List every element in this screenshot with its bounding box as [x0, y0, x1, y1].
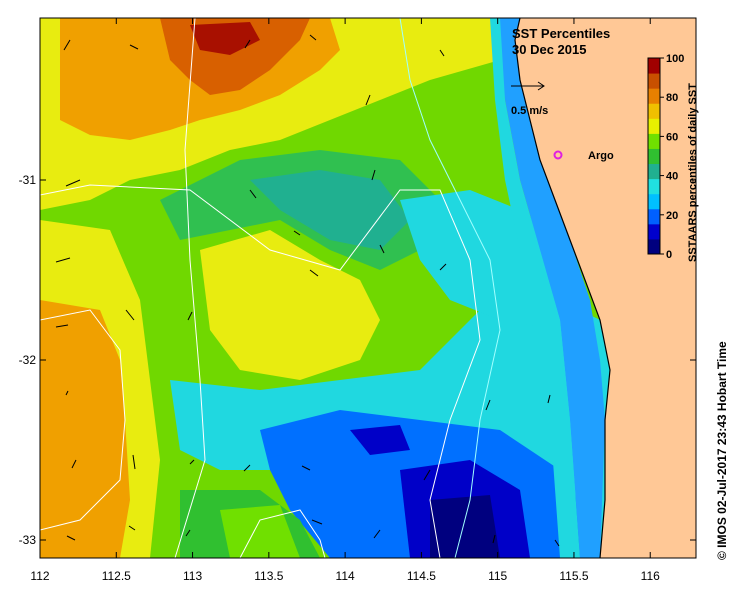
bathymetry-contour: [174, 18, 206, 558]
colorbar-segment: [648, 58, 660, 74]
map-title: SST Percentiles: [512, 26, 610, 41]
x-tick-label: 114: [336, 569, 355, 583]
x-tick-label: 113: [183, 569, 202, 583]
x-tick-label: 114.5: [407, 569, 436, 583]
colorbar-tick-label: 20: [666, 210, 678, 222]
argo-float-marker: [553, 150, 563, 160]
colorbar-tick-label: 0: [666, 249, 672, 261]
colorbar-tick-label: 100: [666, 53, 684, 65]
bathymetry-contour: [399, 18, 501, 558]
x-axis: 112 112.5 113 113.5 114 114.5 115 115.5 116: [30, 18, 660, 583]
colorbar-segment: [648, 118, 660, 134]
colorbar-segment: [648, 133, 660, 149]
colorbar-segment: [648, 238, 660, 255]
current-vectors: [55, 34, 560, 547]
colorbar-segment: [648, 88, 660, 104]
colorbar: [647, 57, 661, 255]
bathymetry-contour: [239, 509, 326, 558]
credit-text: © IMOS 02-Jul-2017 23:43 Hobart Time: [715, 341, 729, 560]
colorbar-segment: [648, 148, 660, 165]
x-tick-label: 112: [30, 569, 49, 583]
y-axis: -31 -32 -33: [19, 173, 696, 547]
colorbar-segment: [648, 193, 660, 210]
y-tick-label: -33: [19, 533, 37, 547]
map-date: 30 Dec 2015: [512, 42, 586, 57]
colorbar-segment: [648, 73, 660, 89]
x-tick-label: 116: [641, 569, 660, 583]
colorbar-segment: [648, 103, 660, 119]
colorbar-segment: [648, 223, 660, 240]
sst-field: [40, 18, 696, 558]
bathymetry-contour: [40, 184, 481, 558]
colorbar-tick-label: 80: [666, 92, 678, 104]
vector-scale-arrow: [511, 81, 545, 91]
colorbar-frame: [647, 57, 661, 255]
y-tick-label: -31: [19, 173, 37, 187]
vector-scale-label: 0.5 m/s: [511, 105, 548, 117]
x-tick-label: 115.5: [559, 569, 588, 583]
x-tick-label: 113.5: [254, 569, 283, 583]
coastline: [514, 18, 611, 558]
bathymetry-contour: [40, 309, 126, 531]
x-tick-label: 112.5: [102, 569, 131, 583]
plot-frame: [39, 17, 697, 559]
colorbar-segment: [648, 163, 660, 180]
argo-label: Argo: [588, 150, 614, 162]
y-tick-label: -32: [19, 353, 37, 367]
colorbar-ticks: 100 80 60 40 20 0: [660, 53, 684, 261]
colorbar-tick-label: 60: [666, 131, 678, 143]
colorbar-segment: [648, 208, 660, 225]
x-tick-label: 115: [488, 569, 507, 583]
colorbar-segment: [648, 178, 660, 195]
colorbar-tick-label: 40: [666, 171, 678, 183]
colorbar-label: SSTAARS percentiles of daily SST: [687, 83, 699, 262]
